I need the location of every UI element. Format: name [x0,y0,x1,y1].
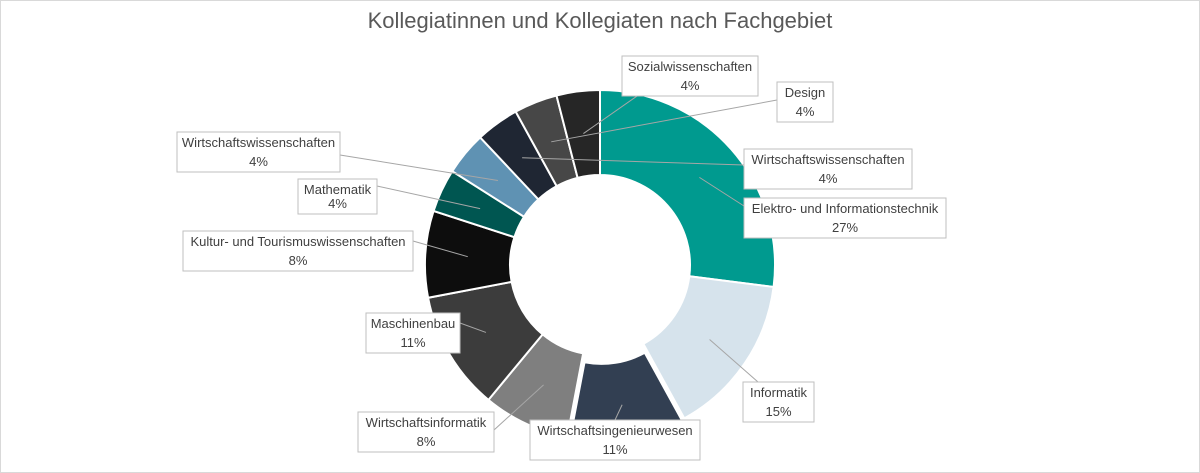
data-label-category: Informatik [750,385,808,400]
data-label-category: Wirtschaftswissenschaften [182,135,335,150]
leader-line-3 [614,404,623,421]
data-label-value: 8% [289,253,308,268]
slice-11 [555,88,601,180]
leader-line-group [339,79,778,431]
data-label-box [742,381,815,423]
data-label-2: Informatik 15% [742,381,815,423]
leader-line-6 [412,240,468,258]
data-label-box [621,55,759,97]
data-label-10: Design 4% [776,81,834,123]
data-label-5: Maschinenbau 11% [365,312,461,354]
leader-line-10 [551,99,778,143]
data-label-box [357,411,495,453]
leader-line-2 [709,339,759,383]
data-label-value: 4% [681,78,700,93]
leader-line-5 [459,322,487,333]
data-label-value: 4% [796,104,815,119]
leader-line-9 [522,157,745,166]
data-label-category: Sozialwissenschaften [628,59,752,74]
data-label-box [743,148,913,190]
data-label-category: Wirtschaftswissenschaften [751,152,904,167]
slice-2 [642,275,775,420]
data-label-category: Design [785,85,825,100]
leader-line-7 [376,185,481,210]
data-label-category: Kultur- und Tourismuswissenschaften [190,234,405,249]
data-label-11: Sozialwissenschaften 4% [621,55,759,97]
leader-line-1 [699,176,745,207]
data-label-box [365,312,461,354]
data-label-box [297,178,378,215]
data-label-category: Maschinenbau [371,316,456,331]
data-label-4: Wirtschaftsinformatik 8% [357,411,495,453]
data-label-value: 15% [765,404,791,419]
data-label-group: Elektro- und Informationstechnik 27% Infor… [176,55,947,461]
leader-line-4 [493,384,544,431]
data-label-box [529,419,701,461]
data-label-3: Wirtschaftsingenieurwesen 11% [529,419,701,461]
data-label-category: Mathematik [304,182,372,197]
data-label-box [182,230,414,272]
data-label-value: 4% [328,196,347,211]
data-label-6: Kultur- und Tourismuswissenschaften 8% [182,230,414,272]
data-label-category: Wirtschaftsingenieurwesen [537,423,692,438]
data-label-8: Wirtschaftswissenschaften 4% [176,131,341,173]
data-label-box [776,81,834,123]
slice-group [424,88,776,450]
data-label-value: 27% [832,220,858,235]
data-label-value: 4% [249,154,268,169]
data-label-box [743,197,947,239]
leader-line-8 [339,154,498,182]
data-label-1: Elektro- und Informationstechnik 27% [743,197,947,239]
data-label-category: Elektro- und Informationstechnik [752,201,939,216]
chart-title: Kollegiatinnen und Kollegiaten nach Fach… [367,8,833,33]
data-label-category: Wirtschaftsinformatik [366,415,487,430]
data-label-value: 11% [602,442,627,457]
data-label-value: 4% [819,171,838,186]
data-label-box [176,131,341,173]
data-label-value: 11% [400,335,425,350]
data-label-9: Wirtschaftswissenschaften 4% [743,148,913,190]
data-label-value: 8% [417,434,436,449]
slice-1 [599,88,776,289]
